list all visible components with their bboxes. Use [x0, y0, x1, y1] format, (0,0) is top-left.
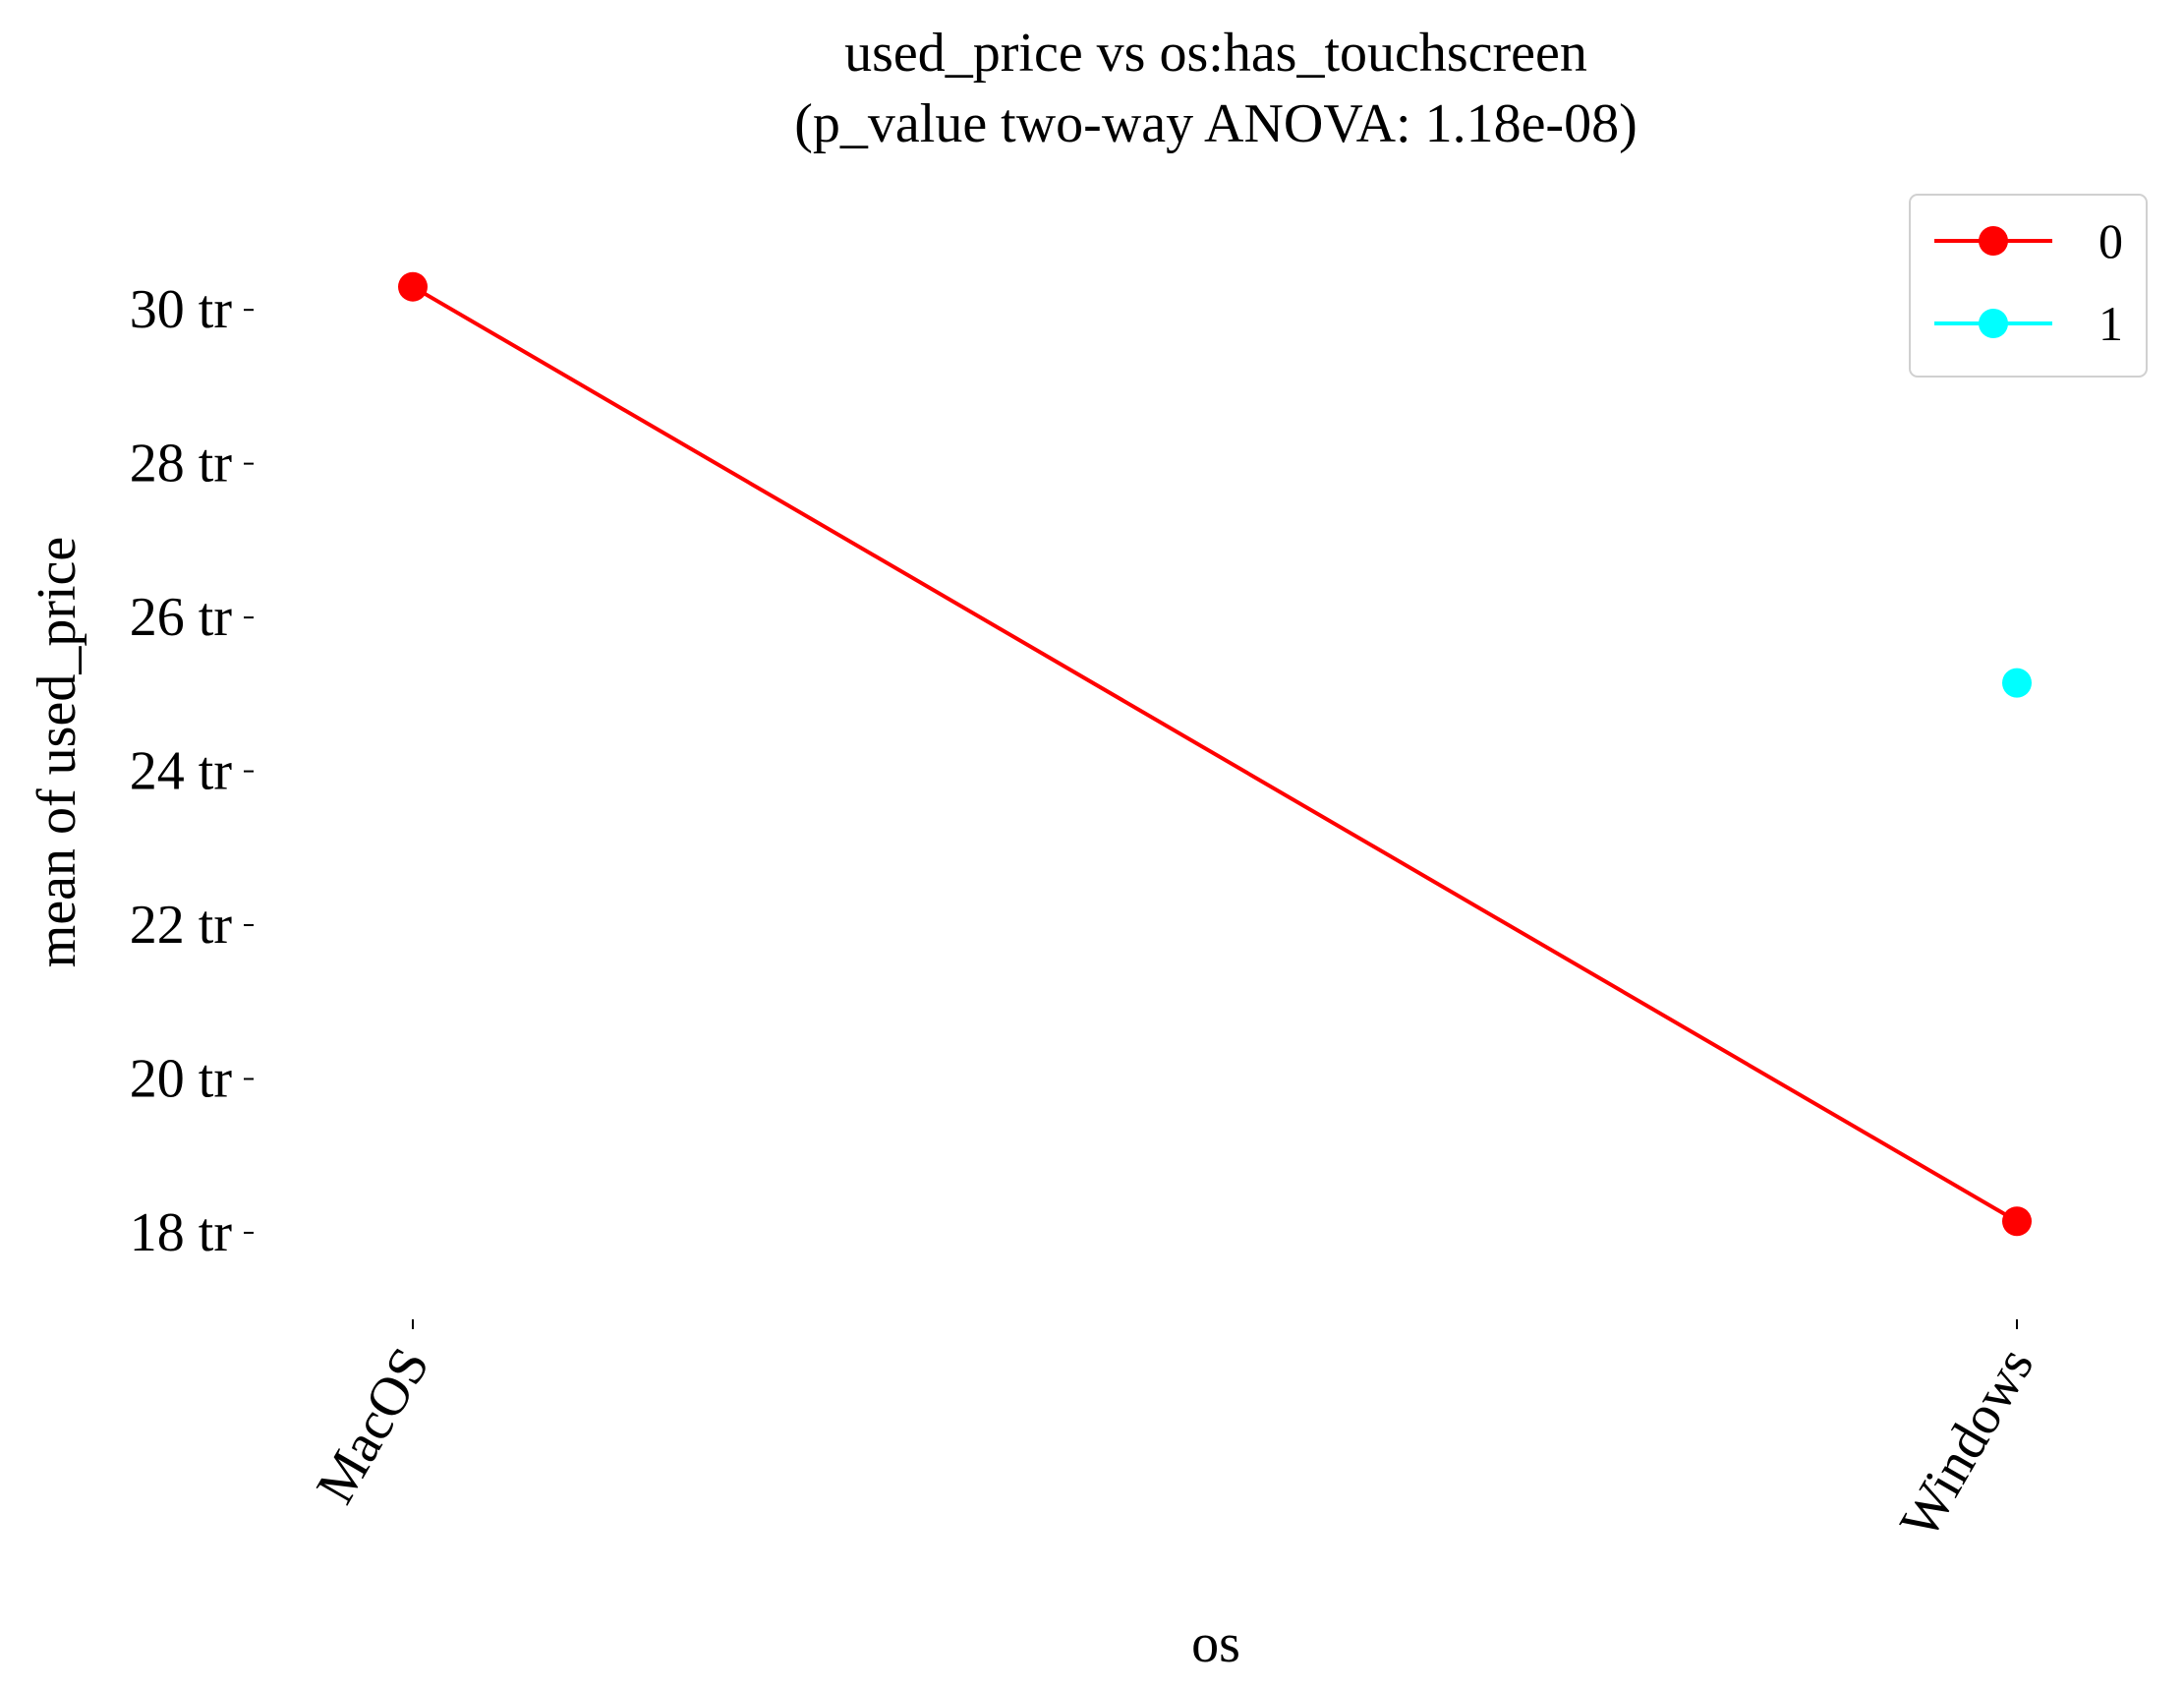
legend-marker-0 — [1979, 226, 2008, 256]
y-tick-label: 26 tr — [130, 587, 233, 648]
data-point-series-0 — [2002, 1206, 2032, 1237]
x-tick-label: MacOS — [305, 1338, 441, 1514]
x-tick-label: Windows — [1888, 1338, 2045, 1549]
y-axis-label: mean of used_price — [27, 537, 87, 967]
data-point-series-0 — [398, 271, 428, 302]
chart-subtitle: (p_value two-way ANOVA: 1.18e-08) — [794, 93, 1637, 154]
x-axis-label: os — [1191, 1613, 1240, 1674]
series-line-0 — [411, 284, 2019, 1223]
legend: 01 — [1909, 194, 2148, 378]
y-tick-label: 22 tr — [130, 895, 233, 956]
x-axis: MacOS Windows — [305, 1319, 2045, 1548]
data-point-series-1 — [2002, 668, 2032, 698]
y-tick-label: 18 tr — [130, 1202, 233, 1263]
legend-marker-1 — [1979, 309, 2008, 338]
y-tick-label: 28 tr — [130, 434, 233, 495]
y-tick-label: 20 tr — [130, 1048, 233, 1109]
chart-title: used_price vs os:has_touchscreen — [844, 23, 1587, 84]
series-layer — [398, 271, 2032, 1237]
y-tick-label: 24 tr — [130, 741, 233, 802]
legend-label-0: 0 — [2098, 213, 2123, 268]
legend-label-1: 1 — [2098, 296, 2123, 351]
y-tick-label: 30 tr — [130, 279, 233, 340]
y-axis: 18 tr 20 tr 22 tr 24 tr 26 tr 28 tr 30 tr — [130, 279, 254, 1263]
